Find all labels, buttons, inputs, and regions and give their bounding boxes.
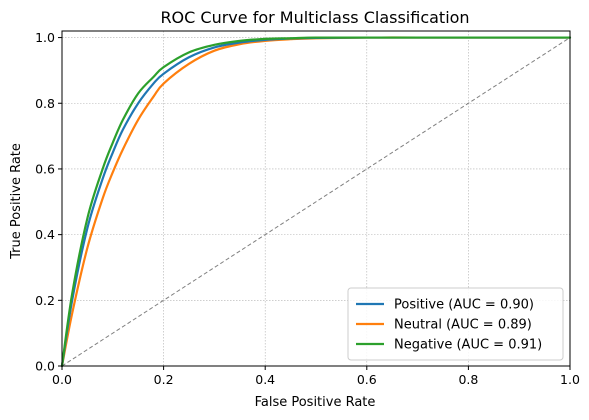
x-tick-label: 0.2 — [154, 372, 174, 387]
x-tick-label: 0.4 — [255, 372, 275, 387]
legend-entry-label: Positive (AUC = 0.90) — [394, 298, 534, 313]
axis-ticks: 0.0 0.2 0.4 0.6 0.8 1.0 0.0 0.2 0.4 0.6 0.8 1.0 — [35, 30, 580, 387]
legend-box — [347, 287, 564, 361]
y-tick-label: 1.0 — [35, 30, 55, 45]
plot-frame — [61, 30, 571, 367]
series-line-negative — [60, 36, 572, 368]
reference-diagonal — [61, 37, 571, 367]
x-tick-label: 0.6 — [357, 372, 377, 387]
chart-title: ROC Curve for Multiclass Classification — [160, 8, 469, 27]
x-tick-label: 0.0 — [52, 372, 72, 387]
legend: Positive (AUC = 0.90) Neutral (AUC = 0.89… — [347, 287, 564, 361]
y-tick-label: 0.0 — [35, 359, 55, 374]
y-tick-label: 0.4 — [35, 227, 55, 242]
y-tick-label: 0.8 — [35, 96, 55, 111]
x-tick-label: 0.8 — [458, 372, 478, 387]
y-axis-label: True Positive Rate — [9, 143, 24, 260]
legend-entry-label: Negative (AUC = 0.91) — [394, 338, 542, 353]
x-tick-label: 1.0 — [560, 372, 580, 387]
legend-entry-label: Neutral (AUC = 0.89) — [394, 318, 532, 333]
x-axis-label: False Positive Rate — [255, 395, 376, 410]
reference-diagonal-line — [61, 37, 571, 367]
y-tick-label: 0.6 — [35, 161, 55, 176]
y-tick-label: 0.2 — [35, 293, 55, 308]
series-lines — [60, 36, 572, 368]
